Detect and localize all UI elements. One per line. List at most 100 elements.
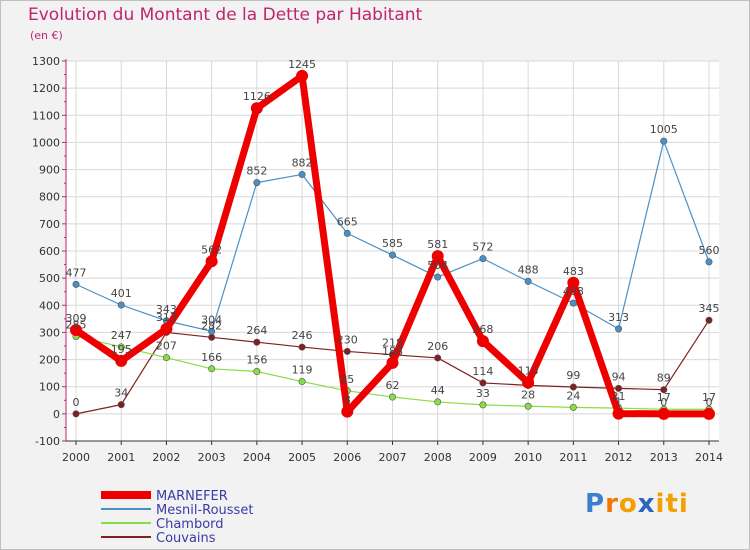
x-tick-label: 2013 (650, 451, 678, 464)
x-tick-label: 2005 (288, 451, 316, 464)
data-point (72, 410, 80, 418)
data-point (479, 401, 487, 409)
y-tick-label: 1000 (32, 136, 60, 149)
data-point (569, 383, 577, 391)
y-tick-label: 300 (39, 326, 60, 339)
data-point (434, 398, 442, 406)
data-label: 0 (73, 396, 80, 409)
x-tick-label: 2002 (152, 451, 180, 464)
data-label: 268 (472, 323, 493, 336)
data-label: 230 (337, 333, 358, 346)
x-tick-label: 2014 (695, 451, 723, 464)
data-label: 33 (476, 387, 490, 400)
legend-label: Couvains (156, 531, 216, 546)
x-tick-label: 2009 (469, 451, 497, 464)
logo-letter: P (585, 489, 606, 519)
x-tick-label: 2012 (605, 451, 633, 464)
y-tick-label: 1200 (32, 82, 60, 95)
y-tick-label: 0 (53, 408, 60, 421)
data-label: 218 (382, 337, 403, 350)
data-label: 188 (382, 345, 403, 358)
data-point (250, 102, 263, 115)
y-tick-label: 500 (39, 272, 60, 285)
data-point (253, 338, 261, 346)
y-tick-label: 600 (39, 245, 60, 258)
data-label: 17 (702, 391, 716, 404)
data-point (117, 343, 125, 351)
data-point (703, 407, 715, 420)
data-label: 345 (699, 302, 720, 315)
data-label: 62 (386, 379, 400, 392)
data-label: 665 (337, 215, 358, 228)
chart-y-unit: (en €) (30, 29, 63, 42)
data-point (479, 379, 487, 387)
y-tick-label: 1300 (32, 55, 60, 68)
y-tick-label: 800 (39, 191, 60, 204)
data-point (253, 179, 261, 187)
data-point (479, 255, 487, 263)
chart-title: Evolution du Montant de la Dette par Hab… (28, 5, 423, 25)
data-point (567, 276, 580, 289)
data-label: 264 (246, 324, 267, 337)
data-label: 401 (111, 287, 132, 300)
data-label: 99 (566, 369, 580, 382)
data-point (615, 325, 623, 333)
data-point (660, 386, 668, 394)
data-point (476, 335, 489, 348)
data-point (615, 384, 623, 392)
data-label: 0 (706, 396, 713, 409)
data-point (386, 356, 399, 369)
data-label: 114 (472, 365, 493, 378)
data-point (388, 393, 396, 401)
logo-letter: o (618, 489, 638, 519)
data-point (388, 251, 396, 259)
data-point (524, 402, 532, 410)
x-tick-label: 2011 (559, 451, 587, 464)
data-point (431, 250, 444, 263)
data-point (117, 301, 125, 309)
data-point (208, 327, 216, 335)
data-point (705, 316, 713, 324)
data-label: 483 (563, 265, 584, 278)
y-tick-label: -100 (35, 435, 60, 448)
data-label: 882 (292, 156, 313, 169)
data-label: 247 (111, 329, 132, 342)
data-point (253, 368, 261, 376)
y-tick-label: 1100 (32, 109, 60, 122)
data-label: 34 (114, 387, 128, 400)
data-point (612, 407, 625, 420)
data-label: 94 (612, 370, 626, 383)
data-label: 477 (66, 266, 87, 279)
data-label: 562 (201, 243, 222, 256)
data-point (162, 354, 170, 362)
data-point (657, 407, 670, 420)
data-label: 285 (66, 319, 87, 332)
data-label: 85 (340, 373, 354, 386)
data-point (569, 403, 577, 411)
data-point (341, 405, 354, 418)
data-label: 852 (246, 165, 267, 178)
data-point (569, 299, 577, 307)
data-label: 560 (699, 244, 720, 257)
data-label: 1 (615, 396, 622, 409)
data-label: 17 (657, 391, 671, 404)
data-label: 581 (427, 238, 448, 251)
data-label: 282 (201, 319, 222, 332)
y-tick-label: 900 (39, 164, 60, 177)
data-label: 313 (156, 311, 177, 324)
data-point (434, 273, 442, 281)
data-label: 119 (292, 364, 313, 377)
data-label: 246 (292, 329, 313, 342)
data-label: 1126 (243, 90, 271, 103)
x-tick-label: 2008 (424, 451, 452, 464)
data-label: 488 (518, 263, 539, 276)
y-tick-label: 200 (39, 354, 60, 367)
data-point (117, 401, 125, 409)
data-label: 115 (518, 365, 539, 378)
data-point (70, 323, 82, 336)
data-point (522, 376, 535, 389)
x-tick-label: 2004 (243, 451, 271, 464)
data-point (205, 255, 218, 268)
y-tick-label: 100 (39, 381, 60, 394)
